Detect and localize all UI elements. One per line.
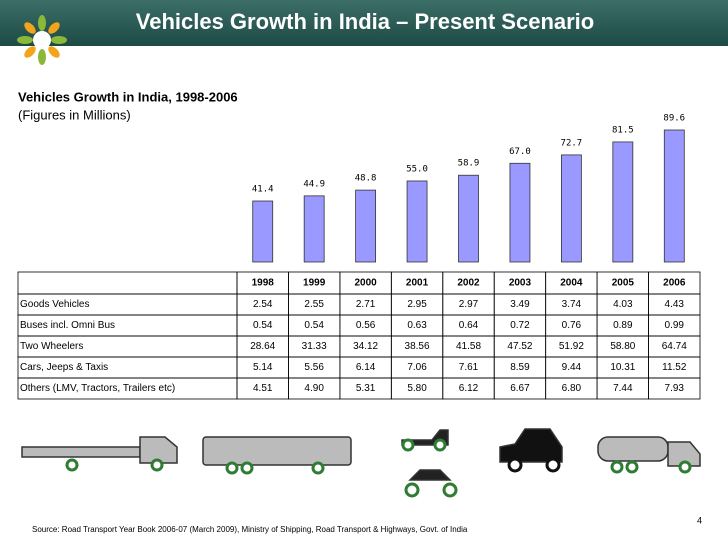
table-value: 4.43 — [665, 299, 685, 310]
table-value: 4.51 — [253, 383, 273, 394]
value-label: 89.6 — [663, 114, 685, 124]
bar — [303, 195, 325, 263]
table-value: 0.64 — [459, 320, 479, 331]
bar — [406, 180, 428, 263]
chart-title: Vehicles Growth in India, 1998-2006 — [18, 89, 238, 104]
table-header-year: 2002 — [457, 278, 480, 289]
table-header-year: 2000 — [354, 278, 377, 289]
bar — [252, 200, 274, 263]
table-row-label: Cars, Jeeps & Taxis — [20, 362, 108, 373]
bar — [560, 154, 582, 263]
table-value: 0.76 — [562, 320, 582, 331]
table-value: 2.95 — [407, 299, 427, 310]
table-value: 64.74 — [662, 341, 687, 352]
table-value: 3.74 — [562, 299, 582, 310]
source: Source: Road Transport Year Book 2006-07… — [32, 525, 468, 534]
table-value: 7.44 — [613, 383, 633, 394]
table-value: 58.80 — [610, 341, 635, 352]
bar — [612, 141, 634, 263]
table-value: 5.56 — [304, 362, 324, 373]
table-value: 38.56 — [405, 341, 430, 352]
table-header-year: 2003 — [509, 278, 532, 289]
table-header-year: 2005 — [612, 278, 635, 289]
page-number: 4 — [697, 515, 702, 525]
header-bar — [0, 0, 728, 46]
table-cell — [648, 377, 701, 400]
table-row-label: Others (LMV, Tractors, Trailers etc) — [20, 383, 175, 394]
slide-title: Vehicles Growth in India – Present Scena… — [136, 9, 595, 34]
value-label: 81.5 — [612, 125, 634, 135]
table-header-year: 1998 — [252, 278, 275, 289]
table-value: 7.61 — [459, 362, 479, 373]
logo — [17, 15, 67, 65]
table-value: 2.97 — [459, 299, 479, 310]
table-value: 0.54 — [253, 320, 273, 331]
table-value: 28.64 — [250, 341, 275, 352]
table-value: 7.06 — [407, 362, 427, 373]
table-value: 8.59 — [510, 362, 530, 373]
table-header-year: 2004 — [560, 278, 583, 289]
table-value: 5.80 — [407, 383, 427, 394]
table-value: 2.54 — [253, 299, 273, 310]
table-value: 0.99 — [665, 320, 685, 331]
table-value: 0.89 — [613, 320, 633, 331]
table-value: 2.71 — [356, 299, 376, 310]
table-header-year: 2001 — [406, 278, 429, 289]
table-value: 5.14 — [253, 362, 273, 373]
table-value: 4.03 — [613, 299, 633, 310]
table-value: 11.52 — [662, 362, 687, 373]
bar — [355, 189, 377, 263]
bar — [458, 174, 479, 263]
table-value: 10.31 — [610, 362, 635, 373]
value-label: 55.0 — [406, 164, 428, 174]
table-value: 7.93 — [665, 383, 685, 394]
table-value: 4.90 — [304, 383, 324, 394]
table-row-label: Goods Vehicles — [20, 299, 90, 310]
table-value: 47.52 — [507, 341, 532, 352]
vehicle-icons — [21, 428, 701, 498]
table-row-label: Buses incl. Omni Bus — [20, 320, 115, 331]
table-value: 2.55 — [304, 299, 324, 310]
value-label: 67.0 — [509, 147, 531, 157]
value-label: 72.7 — [561, 138, 583, 148]
table-header-year: 1999 — [303, 278, 326, 289]
table-value: 6.14 — [356, 362, 376, 373]
table-row-label: Two Wheelers — [20, 341, 83, 352]
table-value: 6.12 — [459, 383, 479, 394]
table-header-year: 2006 — [663, 278, 686, 289]
table-value: 3.49 — [510, 299, 530, 310]
table-value: 0.72 — [510, 320, 530, 331]
table-value: 0.54 — [304, 320, 324, 331]
chart-subtitle: (Figures in Millions) — [18, 107, 131, 122]
table-value: 41.58 — [456, 341, 481, 352]
value-label: 44.9 — [303, 179, 325, 189]
value-label: 41.4 — [252, 185, 274, 195]
table-value: 5.31 — [356, 383, 376, 394]
value-label: 48.8 — [355, 174, 377, 184]
bar — [509, 162, 531, 263]
table-value: 9.44 — [562, 362, 582, 373]
value-label: 58.9 — [458, 159, 480, 169]
bar — [663, 129, 685, 263]
table-value: 6.67 — [510, 383, 530, 394]
table-value: 51.92 — [559, 341, 584, 352]
table-value: 34.12 — [353, 341, 378, 352]
table-value: 0.63 — [407, 320, 427, 331]
table-value: 31.33 — [302, 341, 327, 352]
table-value: 6.80 — [562, 383, 582, 394]
table-value: 0.56 — [356, 320, 376, 331]
